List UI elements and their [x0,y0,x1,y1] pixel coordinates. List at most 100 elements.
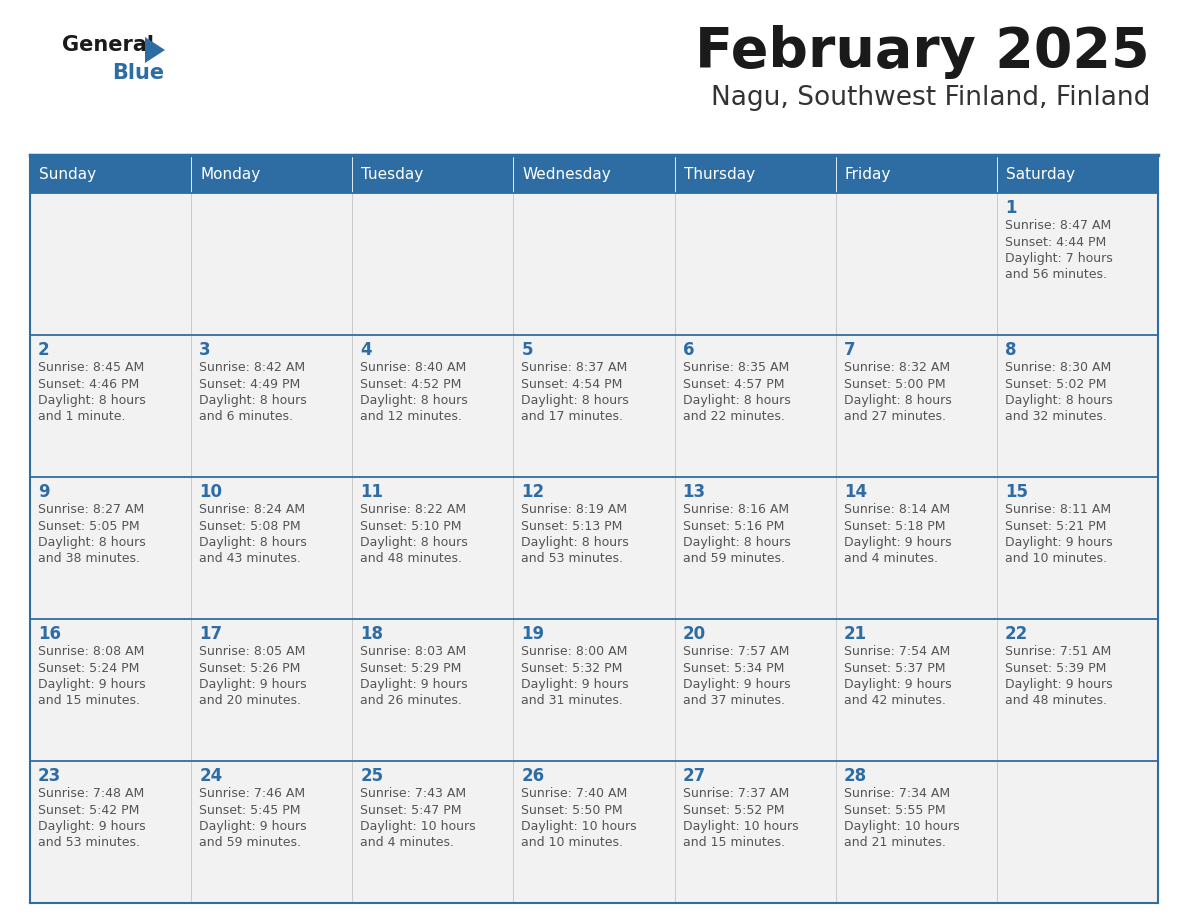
Text: 13: 13 [683,483,706,501]
Text: 24: 24 [200,767,222,785]
Text: and 38 minutes.: and 38 minutes. [38,553,140,565]
Bar [513,619,675,761]
Text: Sunrise: 8:35 AM: Sunrise: 8:35 AM [683,361,789,374]
Text: and 53 minutes.: and 53 minutes. [522,553,624,565]
Text: Sunrise: 8:42 AM: Sunrise: 8:42 AM [200,361,305,374]
Bar [997,193,1158,335]
Bar [513,335,675,477]
Text: Sunrise: 7:46 AM: Sunrise: 7:46 AM [200,787,305,800]
Text: 8: 8 [1005,341,1017,359]
Text: and 48 minutes.: and 48 minutes. [360,553,462,565]
Text: 20: 20 [683,625,706,643]
Text: Sunrise: 8:27 AM: Sunrise: 8:27 AM [38,503,144,516]
Text: and 31 minutes.: and 31 minutes. [522,695,624,708]
Text: Daylight: 9 hours: Daylight: 9 hours [360,678,468,691]
Text: 4: 4 [360,341,372,359]
Text: Sunset: 5:16 PM: Sunset: 5:16 PM [683,520,784,532]
Text: 17: 17 [200,625,222,643]
Text: 2: 2 [38,341,50,359]
Bar [997,761,1158,903]
Text: Nagu, Southwest Finland, Finland: Nagu, Southwest Finland, Finland [710,85,1150,111]
Text: Daylight: 8 hours: Daylight: 8 hours [522,394,630,407]
Text: 21: 21 [843,625,867,643]
Bar [30,761,191,903]
Bar [835,619,997,761]
Text: 22: 22 [1005,625,1028,643]
Text: 7: 7 [843,341,855,359]
Text: Monday: Monday [200,166,260,182]
Bar [675,335,835,477]
Text: Daylight: 8 hours: Daylight: 8 hours [360,394,468,407]
Bar [30,477,191,619]
Bar [835,761,997,903]
Text: Sunset: 5:34 PM: Sunset: 5:34 PM [683,662,784,675]
Text: and 37 minutes.: and 37 minutes. [683,695,784,708]
Text: Sunrise: 8:05 AM: Sunrise: 8:05 AM [200,645,305,658]
Text: Sunrise: 7:37 AM: Sunrise: 7:37 AM [683,787,789,800]
Bar [997,155,1158,193]
Bar [30,335,191,477]
Bar [997,619,1158,761]
Bar [353,477,513,619]
Text: and 20 minutes.: and 20 minutes. [200,695,301,708]
Text: and 15 minutes.: and 15 minutes. [683,836,784,849]
Text: Sunset: 5:08 PM: Sunset: 5:08 PM [200,520,301,532]
Text: Daylight: 8 hours: Daylight: 8 hours [360,536,468,549]
Text: Sunset: 5:00 PM: Sunset: 5:00 PM [843,377,946,390]
Text: Sunset: 5:37 PM: Sunset: 5:37 PM [843,662,946,675]
Text: February 2025: February 2025 [695,25,1150,79]
Bar [353,335,513,477]
Text: Wednesday: Wednesday [523,166,611,182]
Text: Sunrise: 8:32 AM: Sunrise: 8:32 AM [843,361,950,374]
Text: Sunrise: 8:24 AM: Sunrise: 8:24 AM [200,503,305,516]
Text: Sunrise: 7:40 AM: Sunrise: 7:40 AM [522,787,627,800]
Text: Sunset: 5:02 PM: Sunset: 5:02 PM [1005,377,1106,390]
Text: Daylight: 8 hours: Daylight: 8 hours [200,536,307,549]
Text: Daylight: 9 hours: Daylight: 9 hours [200,820,307,833]
Text: Daylight: 8 hours: Daylight: 8 hours [843,394,952,407]
Text: Daylight: 8 hours: Daylight: 8 hours [200,394,307,407]
Text: Sunset: 4:54 PM: Sunset: 4:54 PM [522,377,623,390]
Text: Sunset: 5:32 PM: Sunset: 5:32 PM [522,662,623,675]
Text: Sunrise: 8:22 AM: Sunrise: 8:22 AM [360,503,467,516]
Text: Daylight: 9 hours: Daylight: 9 hours [1005,678,1112,691]
Text: Sunrise: 7:34 AM: Sunrise: 7:34 AM [843,787,950,800]
Text: Sunrise: 8:19 AM: Sunrise: 8:19 AM [522,503,627,516]
Text: Saturday: Saturday [1006,166,1075,182]
Text: 11: 11 [360,483,384,501]
Text: and 4 minutes.: and 4 minutes. [843,553,937,565]
Text: Sunset: 4:46 PM: Sunset: 4:46 PM [38,377,139,390]
Text: Sunrise: 8:03 AM: Sunrise: 8:03 AM [360,645,467,658]
Text: 9: 9 [38,483,50,501]
Bar [191,477,353,619]
Text: Sunrise: 8:00 AM: Sunrise: 8:00 AM [522,645,627,658]
Text: and 1 minute.: and 1 minute. [38,410,126,423]
Text: Blue: Blue [112,63,164,83]
Text: Daylight: 9 hours: Daylight: 9 hours [843,678,952,691]
Text: 3: 3 [200,341,210,359]
Bar [675,619,835,761]
Text: Sunrise: 8:45 AM: Sunrise: 8:45 AM [38,361,144,374]
Text: Daylight: 8 hours: Daylight: 8 hours [683,394,790,407]
Text: 23: 23 [38,767,62,785]
Text: and 12 minutes.: and 12 minutes. [360,410,462,423]
Polygon shape [145,37,165,63]
Bar [675,477,835,619]
Bar [675,761,835,903]
Text: Daylight: 8 hours: Daylight: 8 hours [1005,394,1113,407]
Text: and 59 minutes.: and 59 minutes. [200,836,301,849]
Text: Sunset: 4:49 PM: Sunset: 4:49 PM [200,377,301,390]
Text: Sunrise: 7:54 AM: Sunrise: 7:54 AM [843,645,950,658]
Text: Tuesday: Tuesday [361,166,424,182]
Text: Daylight: 9 hours: Daylight: 9 hours [200,678,307,691]
Text: 12: 12 [522,483,544,501]
Text: Sunset: 5:45 PM: Sunset: 5:45 PM [200,803,301,816]
Bar [191,155,353,193]
Text: Sunset: 5:10 PM: Sunset: 5:10 PM [360,520,462,532]
Text: and 21 minutes.: and 21 minutes. [843,836,946,849]
Text: 18: 18 [360,625,384,643]
Text: Sunset: 5:24 PM: Sunset: 5:24 PM [38,662,139,675]
Text: Sunrise: 7:48 AM: Sunrise: 7:48 AM [38,787,144,800]
Text: Daylight: 9 hours: Daylight: 9 hours [38,678,146,691]
Bar [191,619,353,761]
